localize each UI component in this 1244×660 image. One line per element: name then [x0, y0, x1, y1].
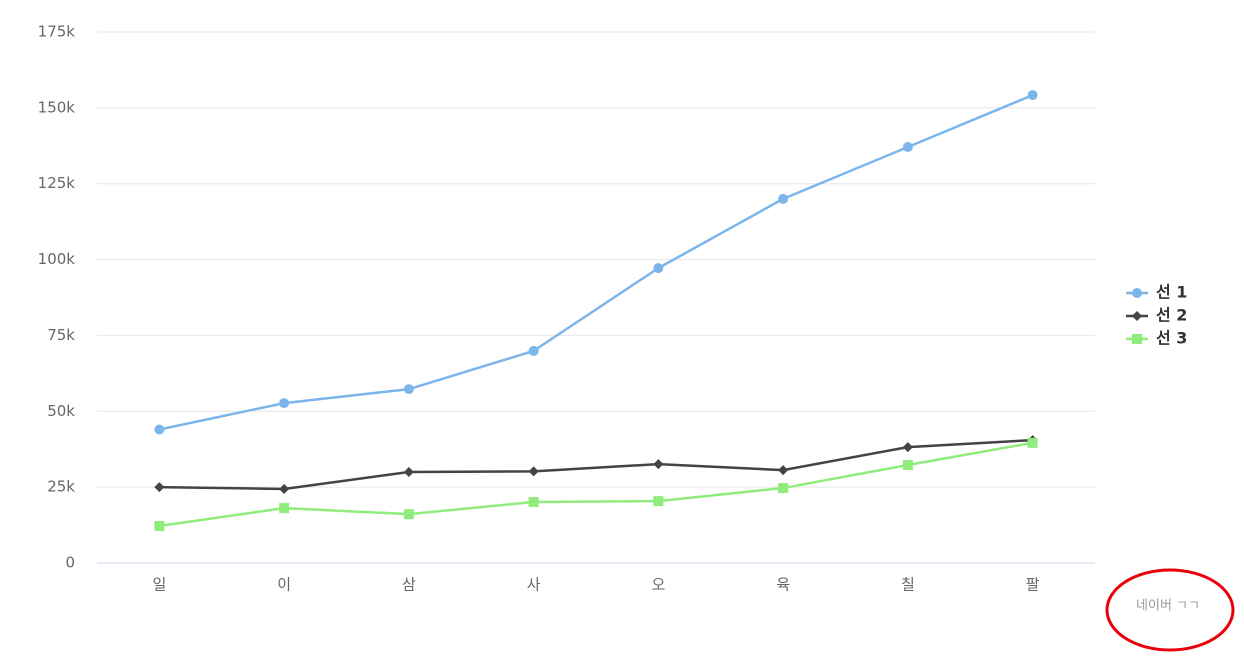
point: [778, 465, 789, 476]
point: [403, 509, 414, 520]
y-tick-label: 0: [65, 554, 75, 572]
point: [154, 520, 165, 531]
legend-text[interactable]: 선 2: [1156, 306, 1187, 325]
legend-text[interactable]: 선 3: [1156, 329, 1187, 348]
point: [1027, 437, 1038, 448]
x-tick-label: 칠: [901, 576, 915, 594]
legend-marker: [1132, 288, 1142, 298]
series-line: [159, 93, 1034, 431]
x-tick-label: 삼: [402, 576, 416, 594]
series-line: [159, 441, 1033, 528]
point: [902, 442, 913, 453]
x-tick-label: 일: [152, 576, 166, 594]
y-tick-label: 25k: [47, 478, 75, 496]
x-tick-label: 이: [277, 576, 291, 594]
point: [154, 424, 165, 435]
point: [528, 466, 539, 477]
point: [279, 483, 290, 494]
point: [778, 483, 789, 494]
y-tick-label: 150k: [38, 98, 76, 116]
series-line: [159, 438, 1033, 491]
point: [778, 193, 789, 204]
legend-marker: [1132, 311, 1142, 321]
point: [653, 496, 664, 507]
y-tick-label: 75k: [47, 326, 75, 344]
point: [528, 345, 539, 356]
point: [403, 384, 414, 395]
y-tick-label: 125k: [38, 174, 76, 192]
point: [279, 398, 290, 409]
point: [528, 497, 539, 508]
legend-text[interactable]: 선 1: [1156, 283, 1187, 302]
y-tick-label: 50k: [47, 402, 75, 420]
point: [154, 482, 165, 493]
point: [1027, 90, 1038, 101]
point: [403, 466, 414, 477]
point: [902, 459, 913, 470]
x-tick-label: 팔: [1026, 576, 1040, 594]
legend-marker: [1132, 334, 1142, 344]
y-tick-label: 175k: [38, 23, 76, 41]
annotation: 네이버 ㄱㄱ: [1136, 599, 1200, 614]
point: [653, 263, 664, 274]
x-tick-label: 사: [527, 576, 541, 594]
scribble-circle: [1105, 568, 1235, 652]
point: [902, 141, 913, 152]
x-tick-label: 육: [776, 576, 790, 594]
x-tick-label: 오: [651, 576, 665, 594]
point: [279, 503, 290, 514]
point: [653, 459, 664, 470]
y-tick-label: 100k: [38, 250, 76, 268]
